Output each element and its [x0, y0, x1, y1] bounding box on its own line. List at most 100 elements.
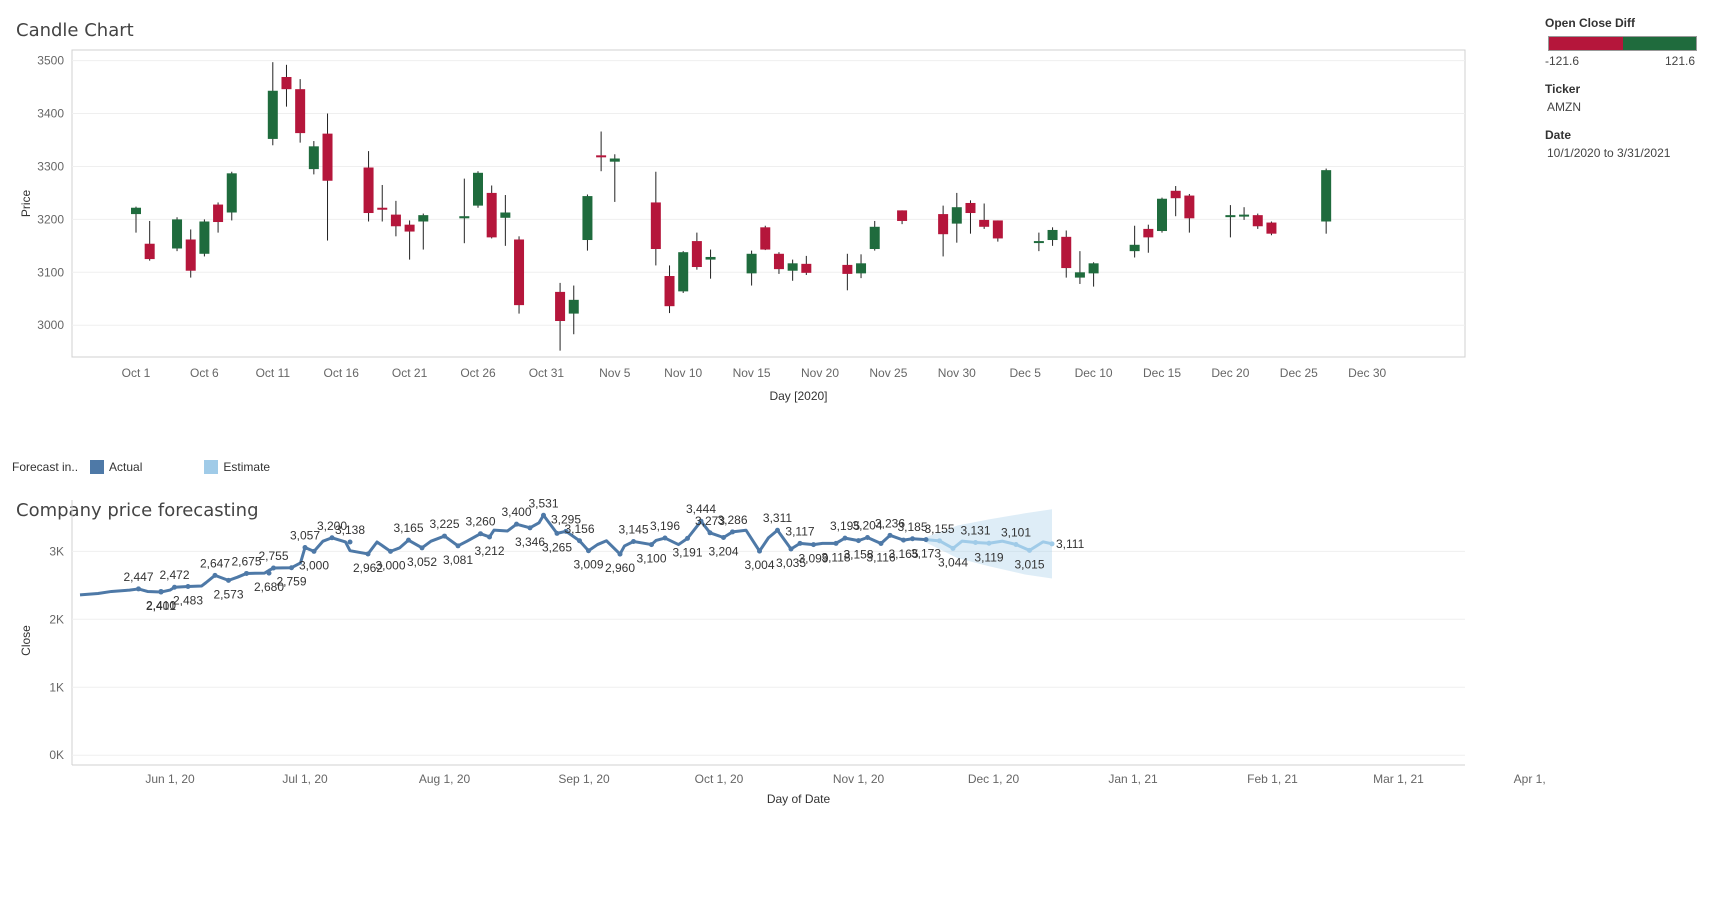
- x-tick-label: Aug 1, 20: [419, 772, 471, 786]
- candle-body: [1157, 198, 1167, 232]
- y-tick-label: 3500: [37, 54, 64, 68]
- candle-body: [418, 215, 429, 222]
- data-point: [775, 527, 780, 533]
- side-panel: Open Close Diff -121.6 121.6 Ticker AMZN…: [1545, 16, 1705, 160]
- color-ramp[interactable]: [1548, 36, 1697, 51]
- data-label: 3,116: [866, 550, 895, 564]
- data-point: [617, 551, 623, 557]
- data-point: [901, 537, 906, 543]
- data-point: [226, 577, 231, 583]
- data-label: 3,195: [830, 519, 860, 533]
- data-point: [329, 535, 335, 541]
- data-label: 3,204: [852, 518, 882, 532]
- forecast-legend-title: Forecast in..: [12, 460, 79, 474]
- candle-body: [596, 155, 607, 158]
- x-tick-label: Nov 30: [938, 366, 976, 380]
- candle-body: [746, 253, 757, 274]
- candle-body: [801, 263, 812, 273]
- data-label: 2,447: [123, 570, 153, 584]
- data-point: [865, 534, 870, 540]
- candle-body: [705, 256, 716, 260]
- data-label: 3,225: [429, 517, 459, 531]
- data-label: 2,410: [146, 598, 176, 612]
- x-tick-label: Nov 5: [599, 366, 631, 380]
- candle-body: [1225, 215, 1236, 218]
- data-point: [730, 529, 735, 535]
- data-label: 3,204: [708, 544, 738, 558]
- candle-body: [473, 172, 483, 206]
- data-label: 3,118: [821, 550, 850, 564]
- candle-body: [486, 192, 497, 238]
- candle-body: [404, 224, 415, 232]
- data-point: [158, 589, 164, 595]
- data-point: [923, 537, 929, 543]
- data-label: 3,099: [798, 552, 828, 566]
- data-point: [910, 536, 915, 542]
- candle-body: [295, 89, 306, 134]
- data-label: 3,009: [573, 558, 603, 572]
- data-label: 3,131: [960, 523, 990, 537]
- data-label: 3,444: [686, 502, 716, 516]
- x-tick-label: Dec 25: [1280, 366, 1318, 380]
- ticker-filter-value[interactable]: AMZN: [1547, 100, 1581, 114]
- candle-body: [500, 212, 511, 218]
- candle-body: [1170, 190, 1181, 199]
- x-tick-label: Dec 5: [1010, 366, 1042, 380]
- data-point: [527, 525, 533, 531]
- candle-body: [650, 202, 661, 250]
- data-label: 3,057: [290, 528, 320, 542]
- candle-body: [199, 221, 210, 254]
- data-label: 3,100: [636, 552, 666, 566]
- data-label: 3,311: [763, 511, 792, 525]
- candle-body: [390, 214, 401, 227]
- candle-body: [226, 173, 237, 213]
- data-point: [442, 533, 447, 539]
- data-point: [541, 512, 546, 518]
- candle-body: [213, 204, 224, 223]
- candle-chart[interactable]: 3000 3100 3200 3300 3400 3500 Oct 1 Oct 6 Oct 11…: [0, 45, 1545, 445]
- legend-item-estimate[interactable]: Estimate: [204, 460, 270, 474]
- x-tick-label: Jul 1, 20: [282, 772, 328, 786]
- candle-body: [377, 207, 388, 210]
- color-ramp-min: -121.6: [1545, 54, 1580, 68]
- data-point: [1013, 541, 1019, 547]
- candle-body: [582, 196, 593, 241]
- y-tick-label: 3300: [37, 159, 64, 173]
- legend-item-actual[interactable]: Actual: [90, 460, 142, 474]
- data-point: [563, 528, 569, 534]
- legend-label-actual: Actual: [109, 460, 143, 474]
- legend-swatch-estimate: [204, 460, 219, 474]
- x-tick-label: Oct 6: [190, 366, 219, 380]
- data-label: 2,483: [173, 593, 203, 607]
- data-label: 3,295: [551, 512, 581, 526]
- data-label: 2,755: [258, 549, 288, 563]
- candle-body: [856, 263, 867, 274]
- data-point: [631, 539, 636, 545]
- y-tick-label: 1K: [49, 680, 64, 694]
- x-tick-label: Jan 1, 21: [1108, 772, 1158, 786]
- y-tick-label: 2K: [49, 612, 64, 626]
- data-point: [937, 538, 942, 544]
- data-point: [973, 539, 978, 545]
- data-point: [347, 539, 353, 545]
- forecast-chart-title: Company price forecasting: [16, 500, 259, 521]
- candle-body: [992, 220, 1003, 239]
- x-axis-label: Day of Date: [767, 792, 831, 806]
- candle-body: [131, 207, 141, 215]
- data-label: 3,196: [650, 519, 680, 533]
- color-legend-title: Open Close Diff: [1545, 16, 1636, 30]
- x-axis-label: Day [2020]: [769, 389, 827, 403]
- color-ramp-max: 121.6: [1664, 54, 1695, 68]
- candle-body: [1061, 236, 1072, 269]
- data-label: 3,145: [618, 523, 648, 537]
- data-point: [388, 548, 393, 554]
- x-tick-label: Oct 31: [529, 366, 565, 380]
- data-point: [833, 540, 839, 546]
- x-tick-label: Apr 1, 21: [1514, 772, 1545, 786]
- date-filter-value[interactable]: 10/1/2020 to 3/31/2021: [1547, 146, 1671, 160]
- data-point: [586, 548, 591, 554]
- data-point: [698, 518, 704, 524]
- candle-body: [787, 263, 798, 271]
- data-label: 3,081: [443, 553, 473, 567]
- forecast-chart[interactable]: 0K 1K 2K 3K Jun 1, 20 Jul 1, 20 Aug 1, 20 Sep 1…: [0, 495, 1545, 900]
